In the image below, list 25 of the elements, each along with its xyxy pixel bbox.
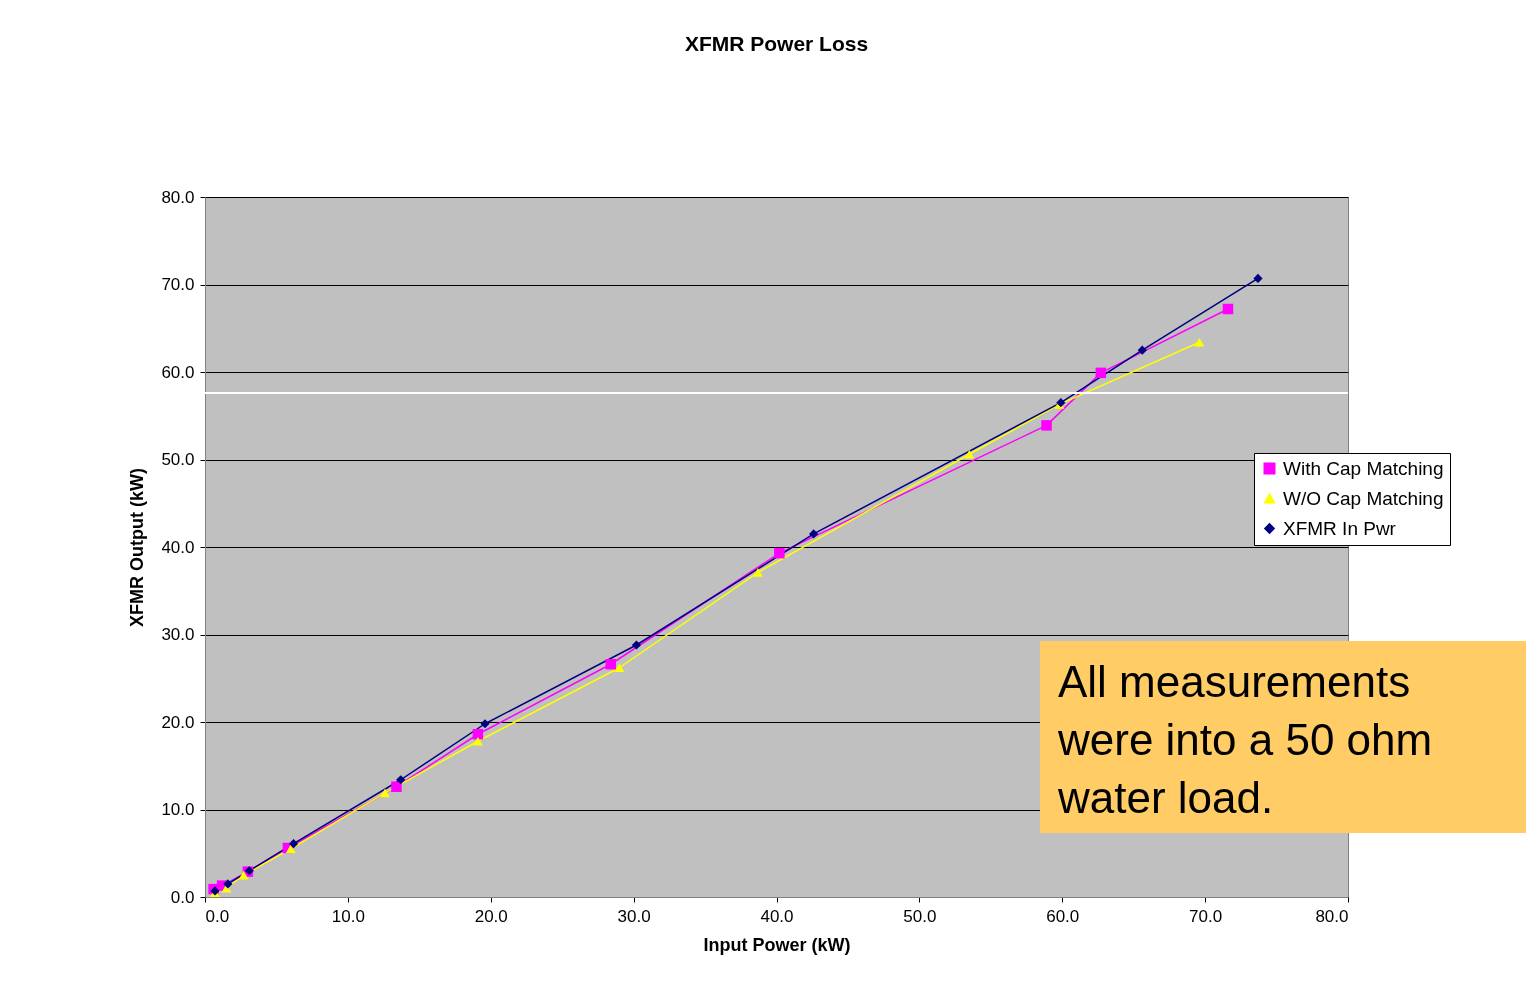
y-tick-label: 60.0 xyxy=(161,362,195,382)
x-axis-title: Input Power (kW) xyxy=(703,934,851,955)
x-tick-label: 30.0 xyxy=(617,906,651,926)
x-tick-label: 50.0 xyxy=(903,906,937,926)
note-box: All measurements were into a 50 ohm water load. xyxy=(1040,641,1526,833)
x-tick-label: 20.0 xyxy=(474,906,508,926)
y-tick-label: 30.0 xyxy=(161,625,195,644)
legend-label: W/O Cap Matching xyxy=(1283,487,1444,509)
y-tick-label: 20.0 xyxy=(161,712,195,732)
legend-label: With Cap Matching xyxy=(1283,457,1444,479)
x-tick-label: 10.0 xyxy=(331,906,365,926)
legend-label: XFMR In Pwr xyxy=(1283,517,1397,539)
chart-title: XFMR Power Loss xyxy=(684,32,869,55)
x-tick-label: 60.0 xyxy=(1046,906,1080,926)
y-axis-title: XFMR Output (kW) xyxy=(127,468,148,627)
x-tick-label: 80.0 xyxy=(1315,906,1349,926)
y-tick-label: 10.0 xyxy=(161,800,195,819)
y-tick-label: 70.0 xyxy=(161,275,195,294)
y-tick-label: 80.0 xyxy=(161,187,195,207)
x-tick-label: 0.0 xyxy=(205,906,230,926)
y-tick-label: 50.0 xyxy=(161,450,195,469)
x-tick-label: 70.0 xyxy=(1189,906,1223,926)
y-tick-label: 40.0 xyxy=(161,537,195,557)
y-tick-label: 0.0 xyxy=(170,887,195,907)
x-tick-label: 40.0 xyxy=(760,906,794,926)
